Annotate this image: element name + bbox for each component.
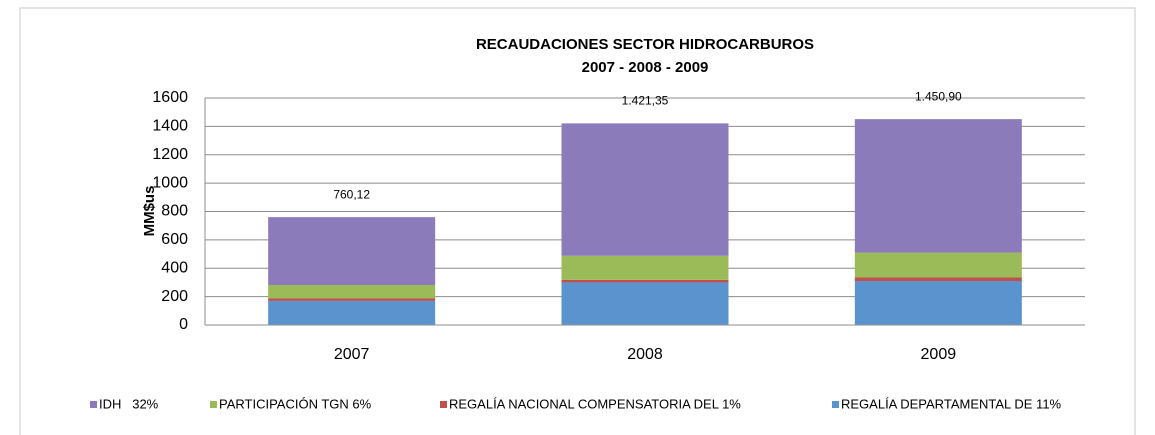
y-tick-label: 1000 xyxy=(152,174,188,191)
y-tick-label: 1400 xyxy=(152,118,188,135)
x-tick-label: 2009 xyxy=(921,346,957,363)
legend-swatch xyxy=(210,401,217,408)
y-tick-label: 200 xyxy=(161,288,188,305)
y-tick-label: 1200 xyxy=(152,146,188,163)
legend-label: PARTICIPACIÓN TGN 6% xyxy=(219,396,372,411)
y-axis-label: MM$us xyxy=(141,186,158,237)
bar-segment xyxy=(854,119,1022,253)
y-tick-label: 600 xyxy=(161,231,188,248)
bar-segment xyxy=(561,279,729,283)
total-label: 760,12 xyxy=(333,187,370,201)
y-tick-label: 0 xyxy=(179,316,188,333)
total-label: 1.450,90 xyxy=(915,89,962,103)
bar-segment xyxy=(854,281,1022,325)
y-tick-label: 800 xyxy=(161,203,188,220)
y-tick-label: 1600 xyxy=(152,89,188,106)
bar-segment xyxy=(268,298,436,301)
chart-frame xyxy=(19,7,1136,435)
bar-segment xyxy=(268,284,436,299)
bar-segment xyxy=(268,300,436,325)
bar-segment xyxy=(561,255,729,280)
bar-segment xyxy=(561,282,729,325)
x-tick-label: 2008 xyxy=(627,346,663,363)
legend-label: IDH 32% xyxy=(99,396,159,411)
chart-title: RECAUDACIONES SECTOR HIDROCARBUROS xyxy=(476,36,814,53)
legend-label: REGALÍA NACIONAL COMPENSATORIA DEL 1% xyxy=(449,396,741,411)
legend-swatch xyxy=(832,401,839,408)
bar-segment xyxy=(854,252,1022,278)
x-tick-label: 2007 xyxy=(334,346,370,363)
total-label: 1.421,35 xyxy=(622,94,669,108)
bar-segment xyxy=(268,217,436,285)
y-tick-label: 400 xyxy=(161,259,188,276)
legend-swatch xyxy=(90,401,97,408)
legend-swatch xyxy=(440,401,447,408)
chart-subtitle: 2007 - 2008 - 2009 xyxy=(582,59,709,76)
legend-label: REGALÍA DEPARTAMENTAL DE 11% xyxy=(841,396,1062,411)
bar-segment xyxy=(854,277,1022,282)
bar-segment xyxy=(561,123,729,256)
